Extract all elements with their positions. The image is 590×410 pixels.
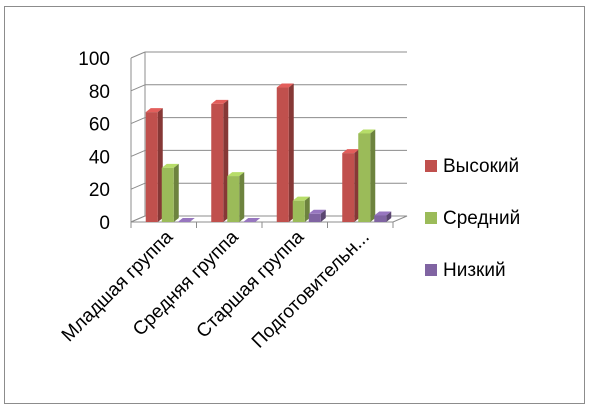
bar-side [173, 163, 179, 222]
bar [161, 167, 174, 222]
bar-side [320, 209, 326, 222]
x-tick-label: Подготовительн... [248, 227, 374, 353]
gridline-side [130, 117, 146, 125]
bar-top [308, 209, 326, 214]
bar-side [370, 129, 376, 222]
gridline-side [130, 182, 146, 190]
bar-top [292, 196, 310, 201]
bar-top [211, 99, 229, 104]
bar [358, 133, 371, 222]
legend-label: Низкий [443, 260, 506, 281]
bar-side [239, 172, 245, 222]
y-tick-label: 0 [99, 213, 110, 234]
legend-label: Средний [443, 208, 520, 229]
bar-top [177, 218, 195, 222]
y-tick-label: 100 [78, 49, 110, 70]
gridline-side [130, 51, 146, 59]
bar [145, 112, 158, 222]
bar-top [145, 108, 163, 113]
chart-floor [130, 215, 408, 223]
bar-side [386, 211, 392, 222]
bar-top [358, 129, 376, 134]
bar [276, 87, 289, 223]
bar [374, 215, 387, 222]
bar-top [342, 149, 360, 154]
bar-top [276, 83, 294, 88]
bar [227, 176, 240, 222]
bar-top [227, 172, 245, 177]
bar [292, 200, 305, 222]
legend-label: Высокий [443, 156, 519, 177]
bar-side [354, 149, 360, 222]
bar [342, 153, 355, 222]
y-tick-label: 80 [89, 82, 110, 103]
bar-side [223, 99, 229, 222]
bar-side [304, 196, 310, 222]
bar-side [157, 108, 163, 222]
legend-swatch [425, 212, 437, 224]
gridline-side [130, 149, 146, 157]
bar [308, 213, 321, 222]
bar-top [161, 163, 179, 168]
chart-frame: 0 20 40 60 80 100 Младшая группа Средняя группа… [4, 6, 585, 404]
bar-side [288, 83, 294, 223]
bar [211, 103, 224, 222]
y-tick-label: 60 [89, 115, 110, 136]
y-tick-label: 20 [89, 180, 110, 201]
bar-top [243, 218, 261, 222]
gridline-side [130, 84, 146, 92]
y-tick-label: 40 [89, 147, 110, 168]
bar-top [374, 211, 392, 216]
legend-swatch [425, 160, 437, 172]
x-tick-label: Младшая группа [58, 226, 178, 346]
legend-swatch [425, 264, 437, 276]
